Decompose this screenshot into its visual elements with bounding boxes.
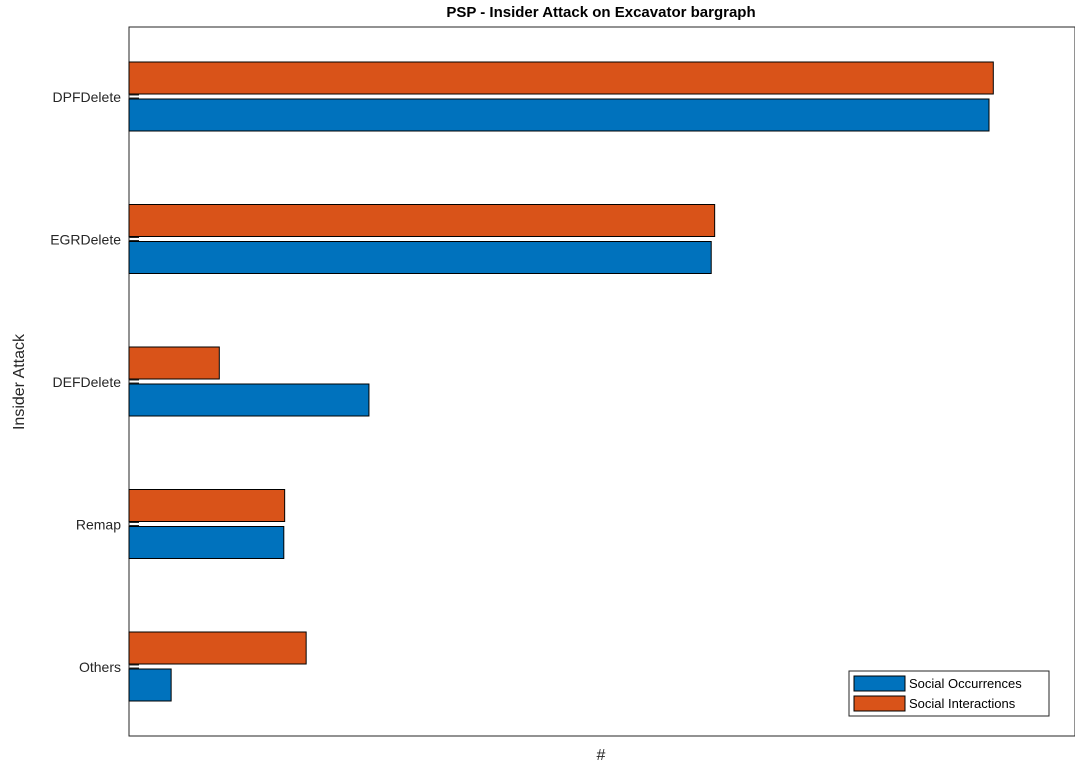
bar-social-interactions-others — [128, 631, 307, 665]
legend: Social Occurrences Social Interactions — [848, 670, 1050, 717]
y-tick-label-dpfdelete: DPFDelete — [53, 89, 122, 105]
y-axis-label: Insider Attack — [11, 333, 28, 430]
y-tick-label-defdelete: DEFDelete — [53, 374, 122, 390]
bar-social-occurrences-dpfdelete — [128, 98, 990, 132]
chart-title: PSP - Insider Attack on Excavator bargra… — [446, 4, 755, 21]
bar-social-occurrences-others — [128, 668, 172, 702]
y-ticks-layer: DPFDelete EGRDelete DEFDelete Remap Others — [50, 89, 139, 675]
bars-layer — [128, 61, 994, 702]
bar-social-interactions-remap — [128, 489, 286, 522]
legend-label-social-occurrences: Social Occurrences — [909, 676, 1022, 691]
bar-social-interactions-defdelete — [128, 346, 220, 380]
bar-social-occurrences-remap — [128, 526, 285, 559]
bar-social-occurrences-defdelete — [128, 383, 370, 417]
plot-area — [128, 26, 1075, 737]
y-tick-label-egrdelete: EGRDelete — [50, 232, 121, 248]
x-axis-label: # — [597, 747, 606, 764]
bar-social-interactions-egrdelete — [128, 204, 716, 237]
y-tick-label-remap: Remap — [76, 517, 121, 533]
bar-social-occurrences-egrdelete — [128, 241, 712, 274]
legend-swatch-social-interactions — [853, 695, 906, 712]
bar-social-interactions-dpfdelete — [128, 61, 994, 95]
legend-swatch-social-occurrences — [853, 675, 906, 692]
legend-label-social-interactions: Social Interactions — [909, 696, 1016, 711]
y-tick-label-others: Others — [79, 659, 121, 675]
